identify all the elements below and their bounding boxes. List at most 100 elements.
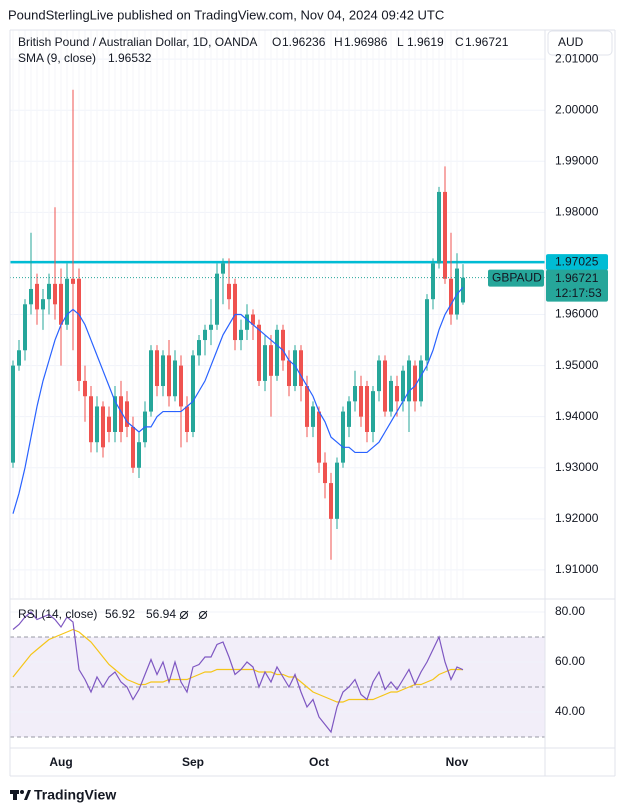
candle-body xyxy=(191,355,195,432)
candle-body xyxy=(311,406,315,427)
brand-name[interactable]: TradingView xyxy=(34,787,116,803)
candle-body xyxy=(119,396,123,432)
rsi-ma-legend-value: 56.94 xyxy=(146,607,176,621)
candle-body xyxy=(335,462,339,519)
candle-body xyxy=(461,277,465,303)
candle-body xyxy=(227,283,231,300)
candle-body xyxy=(329,483,333,519)
y-tick-label: 1.99000 xyxy=(555,153,599,167)
candle-body xyxy=(257,324,261,381)
candle-body xyxy=(125,401,129,427)
candle-body xyxy=(263,345,267,381)
candle-body xyxy=(425,299,429,361)
candle-body xyxy=(395,386,399,402)
candle-body xyxy=(53,283,57,305)
last-price-label: 1.96721 xyxy=(555,271,599,285)
candle-body xyxy=(251,314,255,325)
x-tick-label: Oct xyxy=(309,755,329,769)
ohlc-value: 1.96986 xyxy=(344,35,388,49)
candle-body xyxy=(437,191,441,264)
ohlc-value: 1.9619 xyxy=(407,35,444,49)
candle-body xyxy=(29,288,33,305)
candle-body xyxy=(47,283,51,300)
currency-label: AUD xyxy=(558,35,584,49)
candle-body xyxy=(305,386,309,427)
icon[interactable] xyxy=(199,611,207,619)
sma-legend-value: 1.96532 xyxy=(108,51,152,65)
y-tick-label: 1.95000 xyxy=(555,358,599,372)
candle-body xyxy=(41,299,45,310)
candle-body xyxy=(413,365,417,402)
candle-body xyxy=(323,462,327,484)
brand-logo xyxy=(10,790,31,800)
candle-body xyxy=(17,350,21,366)
candle-body xyxy=(155,350,159,387)
candle-body xyxy=(281,329,285,361)
candle-body xyxy=(341,411,345,463)
y-tick-label: 1.91000 xyxy=(555,562,599,576)
candle-body xyxy=(431,263,435,300)
candle-body xyxy=(197,340,201,356)
candle-body xyxy=(275,329,279,376)
candle-body xyxy=(11,365,15,463)
candle-body xyxy=(23,304,27,351)
candle-body xyxy=(299,350,303,387)
rsi-legend-value: 56.92 xyxy=(105,607,135,621)
candle-body xyxy=(65,278,69,325)
price-pane xyxy=(10,30,545,598)
candle-body xyxy=(89,396,93,443)
rsi-line xyxy=(12,611,464,734)
candle-body xyxy=(239,329,243,341)
candle-body xyxy=(173,360,177,397)
publisher-line: PoundSterlingLive published on TradingVi… xyxy=(8,7,444,22)
candle-body xyxy=(221,263,225,274)
level-price-label: 1.97025 xyxy=(555,254,599,268)
rsi-pane xyxy=(10,611,545,738)
candle-body xyxy=(359,386,363,417)
x-tick-label: Aug xyxy=(49,755,72,769)
ohlc-value: 1.96236 xyxy=(282,35,326,49)
candle-body xyxy=(383,360,387,412)
icon xyxy=(198,610,208,620)
candle-body xyxy=(185,406,189,432)
ohlc-label: C xyxy=(455,35,464,49)
y-tick-label: 2.01000 xyxy=(555,51,599,65)
level-price-box xyxy=(546,254,608,271)
candle-body xyxy=(107,416,111,432)
candle-body xyxy=(77,278,81,381)
ohlc-label: H xyxy=(334,35,343,49)
logo-part xyxy=(20,790,24,794)
candle-body xyxy=(137,442,141,468)
legend-title: British Pound / Australian Dollar, 1D, O… xyxy=(18,35,257,49)
candle-body xyxy=(293,350,297,387)
candle-body xyxy=(101,406,105,448)
icon[interactable] xyxy=(180,611,188,619)
ohlc-value: 1.96721 xyxy=(465,35,509,49)
icon xyxy=(179,610,189,620)
countdown-label: 12:17:53 xyxy=(555,286,602,300)
y-tick-label: 2.00000 xyxy=(555,102,599,116)
y-tick-label: 1.98000 xyxy=(555,205,599,219)
symbol-tag xyxy=(488,269,544,287)
candle-body xyxy=(233,283,237,341)
candle-body xyxy=(449,278,453,315)
candle-body xyxy=(95,406,99,443)
y-tick-label: 60.00 xyxy=(555,654,585,668)
candle-body xyxy=(407,360,411,402)
sma-line xyxy=(12,286,464,514)
candle-body xyxy=(245,314,249,330)
ohlc-label: O xyxy=(272,35,281,49)
currency-button[interactable] xyxy=(547,30,613,56)
candle-body xyxy=(131,426,135,468)
y-tick-label: 1.92000 xyxy=(555,511,599,525)
candle-body xyxy=(113,396,117,432)
candle-body xyxy=(83,380,87,397)
symbol-label: GBPAUD xyxy=(492,270,542,284)
candle-body xyxy=(371,391,375,432)
candle-body xyxy=(377,360,381,392)
candle-body xyxy=(59,283,63,325)
candle-body xyxy=(269,345,273,376)
candle-body xyxy=(209,324,213,330)
